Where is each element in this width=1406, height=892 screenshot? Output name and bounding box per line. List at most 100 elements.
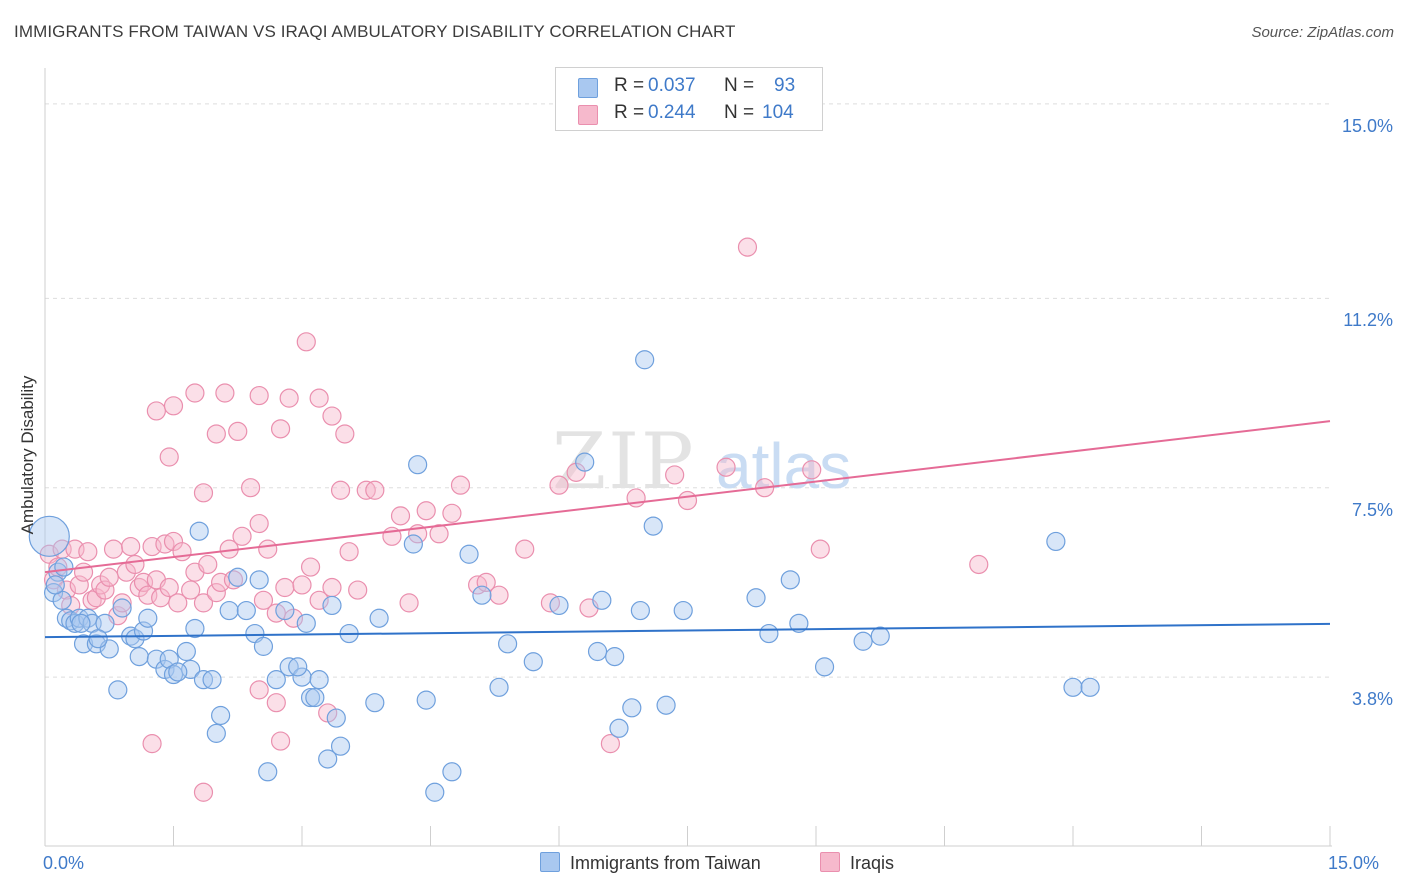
taiwan-point — [300, 687, 321, 708]
y-axis-label: Ambulatory Disability — [18, 375, 37, 535]
taiwan-point — [630, 600, 650, 621]
taiwan-point — [206, 723, 226, 743]
taiwan-point — [442, 762, 462, 782]
iraqis-point — [600, 734, 621, 754]
legend-r-label: R = — [614, 75, 645, 96]
taiwan-point — [780, 570, 800, 590]
x-tick-label-max: 15.0% — [1328, 853, 1380, 873]
taiwan-point — [45, 575, 65, 595]
iraqis-point — [549, 475, 569, 495]
iraqis-point — [515, 539, 535, 559]
taiwan-point — [228, 567, 248, 587]
series-taiwan-points — [28, 350, 1100, 802]
taiwan-point — [266, 670, 286, 690]
iraqis-point — [73, 562, 94, 582]
iraqis-point — [489, 585, 509, 605]
iraqis-point — [142, 734, 162, 754]
taiwan-point — [759, 623, 779, 644]
taiwan-point — [575, 452, 595, 472]
taiwan-point — [309, 670, 329, 690]
iraqis-point — [99, 567, 119, 587]
iraqis-point — [172, 542, 192, 562]
iraqis-point — [112, 593, 132, 613]
legend-swatch-taiwan — [578, 78, 598, 98]
iraqis-point — [206, 424, 226, 444]
iraqis-point — [266, 693, 286, 713]
iraqis-point — [270, 419, 291, 439]
iraqis-point — [322, 577, 342, 598]
y-tick-label: 7.5% — [1351, 499, 1393, 520]
taiwan-point — [416, 690, 436, 710]
taiwan-point — [322, 595, 342, 616]
taiwan-point — [643, 516, 663, 536]
taiwan-point — [605, 647, 625, 667]
iraqis-point — [365, 480, 385, 500]
y-tick-label: 3.8% — [1351, 689, 1393, 710]
series-iraqis-points — [39, 237, 989, 802]
legend-n-label: N = — [724, 102, 755, 123]
bottom-legend-taiwan: Immigrants from Taiwan — [540, 852, 761, 874]
gridlines — [45, 103, 1330, 678]
taiwan-point — [318, 749, 338, 769]
taiwan-point — [472, 585, 492, 605]
taiwan-point — [168, 662, 188, 682]
x-tick-label-min: 0.0% — [43, 853, 85, 873]
iraqis-point — [416, 501, 436, 521]
iraqis-point — [241, 478, 261, 498]
iraqis-point — [69, 575, 89, 595]
watermark-zip: ZIP — [552, 417, 696, 507]
iraqis-point — [181, 580, 201, 600]
iraqis-point — [330, 480, 351, 500]
iraqis-point — [399, 593, 419, 613]
taiwan-point — [489, 677, 509, 697]
iraqis-point — [258, 539, 278, 559]
iraqis-point — [450, 475, 471, 495]
taiwan-point — [1046, 531, 1066, 552]
taiwan-point — [112, 598, 132, 618]
taiwan-point — [365, 693, 385, 713]
stats-legend: R = 0.037 N = 93 R = 0.244 N = 104 — [555, 67, 823, 131]
taiwan-point — [853, 631, 873, 651]
taiwan-point — [288, 657, 308, 677]
legend-row-iraqis: R = 0.244 N = 104 — [556, 102, 822, 128]
taiwan-point — [275, 600, 295, 621]
iraqis-point — [300, 557, 321, 577]
iraqis-point — [125, 554, 145, 575]
iraqis-point — [249, 513, 269, 534]
legend-n-label: N = — [724, 75, 755, 96]
iraqis-point — [296, 332, 316, 352]
taiwan-point — [609, 718, 629, 738]
taiwan-point — [746, 588, 766, 608]
taiwan-point — [592, 590, 612, 610]
iraqis-point — [802, 460, 822, 480]
taiwan-point — [54, 557, 74, 577]
legend-r-value: 0.244 — [648, 102, 696, 123]
taiwan-point — [219, 600, 239, 621]
taiwan-point — [138, 608, 158, 628]
iraqis-point — [168, 593, 188, 613]
iraqis-point — [193, 593, 214, 613]
taiwan-point — [258, 762, 278, 782]
taiwan-point — [108, 680, 128, 700]
taiwan-point — [459, 544, 479, 564]
legend-r-value: 0.037 — [648, 75, 696, 96]
bottom-legend-iraqis: Iraqis — [820, 852, 894, 874]
x-axis-ticks — [44, 826, 1331, 846]
iraqis-point — [309, 388, 329, 408]
taiwan-point — [498, 634, 518, 654]
iraqis-point — [969, 554, 989, 575]
iraqis-point — [159, 577, 179, 598]
iraqis-point — [335, 424, 355, 444]
legend-n-value: 93 — [774, 75, 796, 96]
iraqis-point — [429, 524, 449, 544]
iraqis-point — [665, 465, 685, 485]
taiwan-point — [296, 613, 316, 633]
taiwan-point — [870, 626, 890, 646]
iraqis-point — [249, 680, 269, 700]
taiwan-point — [622, 698, 642, 718]
iraqis-point — [193, 782, 214, 802]
iraqis-point — [348, 580, 368, 600]
iraqis-point — [810, 539, 830, 559]
legend-n-value: 104 — [762, 102, 794, 123]
